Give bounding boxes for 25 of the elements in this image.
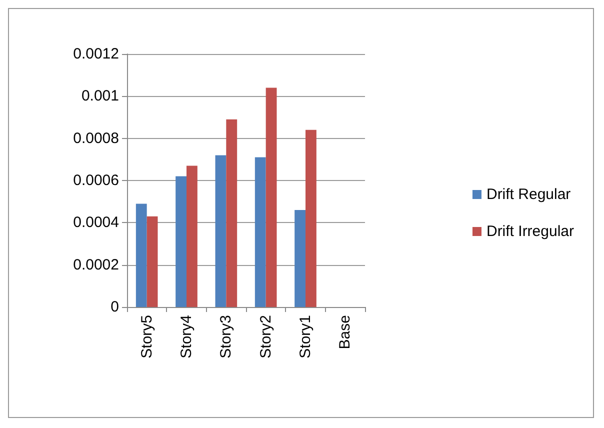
bar: [186, 166, 198, 307]
bar: [266, 88, 277, 307]
bar: [254, 157, 266, 307]
x-tick-label: Story4: [178, 315, 195, 358]
y-tick-label: 0.0008: [73, 130, 119, 147]
y-tick-label: 0.0006: [73, 172, 119, 189]
legend-label: Drift Irregular: [486, 223, 574, 240]
bar: [176, 176, 186, 307]
legend-label: Drift Regular: [486, 186, 571, 203]
x-tick-label: Story3: [218, 315, 235, 358]
x-tick-label: Story5: [138, 315, 156, 358]
bar: [215, 155, 226, 307]
bar: [306, 130, 316, 307]
bar: [136, 204, 147, 307]
x-tick-label: Story1: [297, 315, 314, 358]
bar: [294, 210, 306, 307]
bar: [146, 216, 158, 307]
y-tick-label: 0.0012: [73, 46, 119, 62]
y-tick-label: 0.0004: [73, 214, 119, 232]
x-tick-label: Story2: [257, 315, 274, 358]
x-tick-label: Base: [336, 315, 354, 350]
bar: [226, 119, 238, 307]
y-tick-label: 0.0002: [73, 256, 119, 274]
y-tick-label: 0.001: [81, 88, 119, 105]
y-tick-label: 0: [110, 298, 119, 316]
